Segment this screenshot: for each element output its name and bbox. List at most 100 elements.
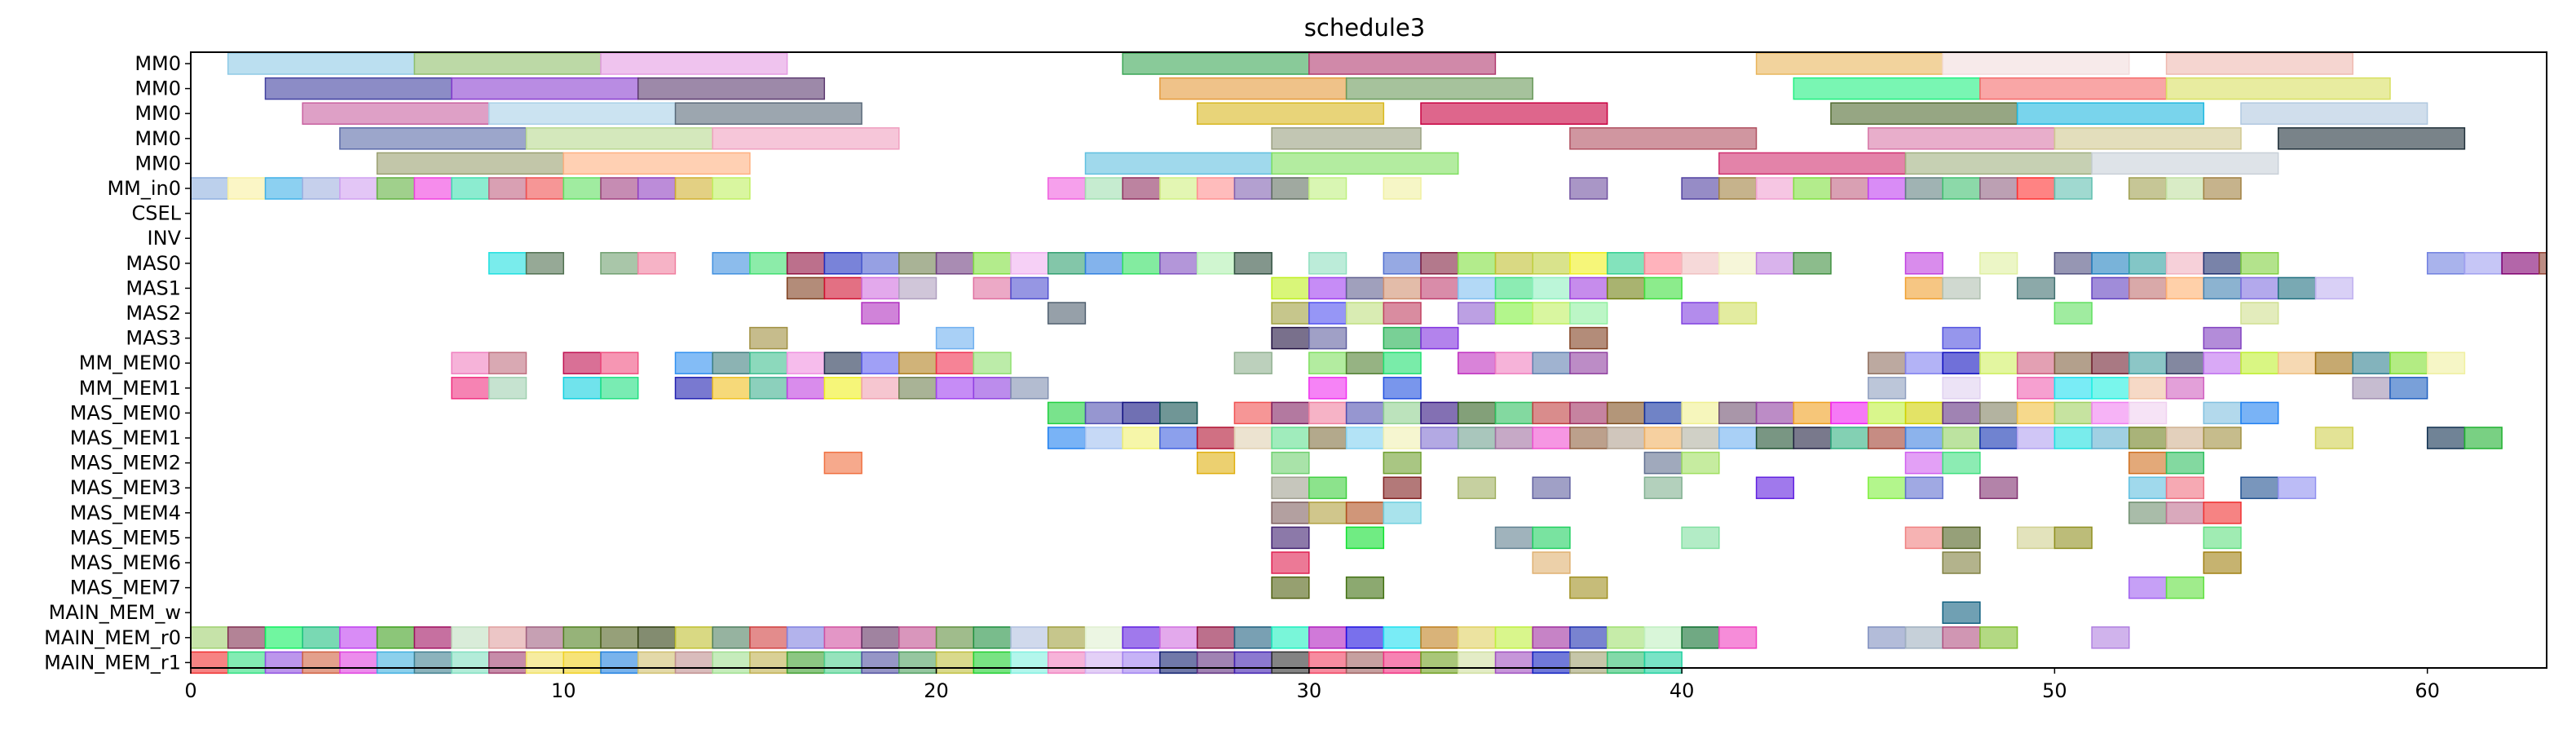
gantt-bar xyxy=(2240,401,2279,425)
x-tick-label: 20 xyxy=(924,679,949,702)
gantt-bar xyxy=(1569,177,1608,200)
gantt-bar xyxy=(2314,352,2353,374)
gantt-bar xyxy=(637,626,677,649)
gantt-bar xyxy=(2053,401,2093,425)
gantt-bar xyxy=(1345,576,1385,599)
gantt-bar xyxy=(1718,427,1758,449)
gantt-bar xyxy=(1681,427,1720,449)
gantt-bar xyxy=(1681,626,1720,649)
gantt-bar xyxy=(525,127,713,150)
gantt-bar xyxy=(2165,276,2205,300)
gantt-bar xyxy=(2128,352,2168,374)
gantt-bar xyxy=(1569,276,1608,300)
gantt-bar xyxy=(1383,626,1422,649)
gantt-bar xyxy=(1271,276,1310,300)
gantt-bar xyxy=(1830,177,1869,200)
gantt-bar xyxy=(898,276,937,300)
gantt-bar xyxy=(2091,252,2130,275)
gantt-bar xyxy=(1047,427,1087,449)
gantt-bar xyxy=(973,651,1012,674)
gantt-bar xyxy=(1122,52,1310,75)
y-tick-label: CSEL xyxy=(131,202,181,225)
gantt-bar xyxy=(2053,427,2093,449)
gantt-bar xyxy=(2091,427,2130,449)
gantt-bar xyxy=(1383,651,1422,674)
gantt-bar xyxy=(1532,427,1571,449)
gantt-bar xyxy=(1643,401,1683,425)
gantt-bar xyxy=(2426,252,2466,275)
gantt-bar xyxy=(2203,252,2242,275)
gantt-bar xyxy=(1979,626,2018,649)
gantt-bar xyxy=(1308,626,1348,649)
y-tick-label: MAS_MEM7 xyxy=(70,577,181,599)
gantt-bar xyxy=(376,177,416,200)
gantt-bar xyxy=(1383,276,1422,300)
gantt-bar xyxy=(786,352,826,374)
gantt-bar xyxy=(2314,427,2353,449)
gantt-bar xyxy=(2016,401,2056,425)
gantt-bar xyxy=(2240,476,2279,499)
gantt-bar xyxy=(2053,526,2093,550)
gantt-bar xyxy=(1383,502,1422,524)
gantt-bar xyxy=(1532,626,1571,649)
gantt-bar xyxy=(2203,352,2242,374)
gantt-bar xyxy=(227,177,267,200)
gantt-bar xyxy=(1942,377,1981,400)
gantt-bar xyxy=(2091,276,2130,300)
gantt-bar xyxy=(2240,252,2279,275)
gantt-bar xyxy=(1159,651,1198,674)
gantt-bar xyxy=(1569,302,1608,325)
gantt-bar xyxy=(973,252,1012,275)
gantt-bar xyxy=(1122,626,1161,649)
gantt-bar xyxy=(2128,252,2168,275)
gantt-bar xyxy=(1010,377,1049,400)
plot-frame xyxy=(190,51,2547,669)
gantt-bar xyxy=(376,651,416,674)
gantt-bar xyxy=(1979,177,2018,200)
gantt-bar xyxy=(1084,177,1123,200)
gantt-bar xyxy=(2053,352,2093,374)
gantt-bar xyxy=(600,177,639,200)
gantt-bar xyxy=(1569,427,1608,449)
gantt-bar xyxy=(1196,177,1236,200)
gantt-bar xyxy=(1942,626,1981,649)
y-tick-label: MM0 xyxy=(135,102,181,125)
gantt-bar xyxy=(1904,476,1943,499)
gantt-bar xyxy=(935,352,975,374)
gantt-bar xyxy=(973,377,1012,400)
gantt-bar xyxy=(2203,526,2242,550)
gantt-bar xyxy=(1569,127,1758,150)
gantt-bar xyxy=(2165,427,2205,449)
y-tick-label: MAS_MEM1 xyxy=(70,427,181,449)
gantt-bar xyxy=(1457,626,1497,649)
gantt-bar xyxy=(190,177,229,200)
gantt-bar xyxy=(1532,276,1571,300)
gantt-bar xyxy=(2426,352,2466,374)
gantt-bar xyxy=(1383,326,1422,350)
gantt-bar xyxy=(1308,326,1348,350)
gantt-bar xyxy=(1383,451,1422,475)
gantt-bar xyxy=(1457,651,1497,674)
y-tick-label: MM_in0 xyxy=(107,177,181,200)
gantt-bar xyxy=(1345,502,1385,524)
gantt-bar xyxy=(2128,377,2168,400)
gantt-bar xyxy=(339,651,378,674)
gantt-bar xyxy=(2016,352,2056,374)
gantt-bar xyxy=(413,52,602,75)
gantt-bar xyxy=(562,177,602,200)
y-tick-label: MAIN_MEM_r0 xyxy=(44,626,181,649)
gantt-bar xyxy=(1718,152,1907,175)
gantt-bar xyxy=(1868,352,1907,374)
gantt-bar xyxy=(488,352,527,374)
gantt-bar xyxy=(2053,127,2242,150)
gantt-bar xyxy=(861,352,900,374)
gantt-bar xyxy=(339,127,527,150)
gantt-bar xyxy=(488,102,677,125)
gantt-bar xyxy=(674,377,713,400)
y-tick-label: MAS_MEM3 xyxy=(70,476,181,499)
gantt-bar xyxy=(1308,252,1348,275)
gantt-bar xyxy=(2165,451,2205,475)
gantt-bar xyxy=(2352,377,2391,400)
gantt-bar xyxy=(1643,651,1683,674)
gantt-bar xyxy=(2389,352,2428,374)
